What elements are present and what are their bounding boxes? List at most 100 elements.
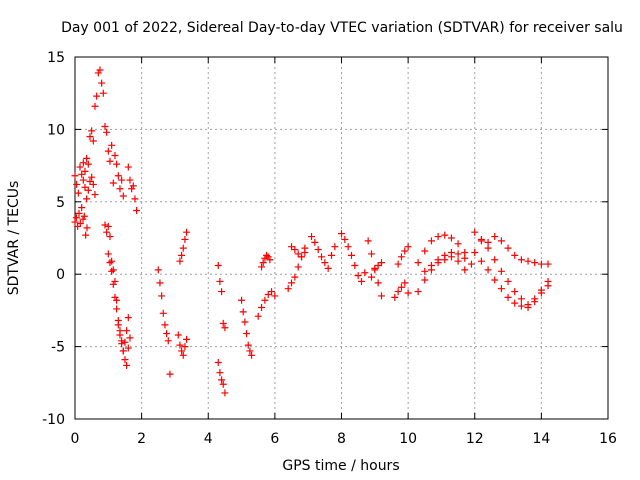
data-point [238,296,246,304]
data-point [454,240,462,248]
data-point [491,276,499,284]
x-axis-label: GPS time / hours [282,458,399,474]
data-point [497,237,505,245]
data-point [308,233,316,241]
data-point [394,260,402,268]
data-point [159,309,167,317]
data-point [441,251,449,259]
data-point [504,293,512,301]
data-point [401,279,409,287]
data-point [108,141,116,149]
data-point [244,341,252,349]
data-point [79,159,87,167]
data-point [524,301,532,309]
data-point [219,319,227,327]
data-point [74,189,82,197]
data-point [261,296,269,304]
data-point [447,248,455,256]
data-point [371,266,379,274]
data-point [328,251,336,259]
series-arc-22 [421,248,475,275]
data-point [108,267,116,275]
data-point [263,251,271,259]
data-point [268,288,276,296]
data-point [131,195,139,203]
data-point [76,163,84,171]
data-point [154,266,162,274]
data-point [484,266,492,274]
data-point [511,299,519,307]
data-point [78,204,86,212]
series-arc-21 [414,231,469,267]
data-point [364,237,372,245]
data-point [176,257,184,265]
data-point [88,173,96,181]
data-point [374,279,382,287]
data-point [216,277,224,285]
data-point [471,228,479,236]
data-point [121,338,129,346]
data-point [284,285,292,293]
data-point [123,327,131,335]
data-point [434,256,442,264]
chart-title: Day 001 of 2022, Sidereal Day-to-day VTE… [61,20,623,36]
data-point [101,221,109,229]
data-point [111,151,119,159]
data-point [109,266,117,274]
data-point [537,260,545,268]
data-point [83,224,91,232]
data-point [104,222,112,230]
data-point [116,331,124,339]
data-point [119,192,127,200]
data-point [219,380,227,388]
data-point [163,330,171,338]
data-point [76,220,84,228]
data-point [183,335,191,343]
y-tick-label: -5 [51,340,65,356]
data-point [266,256,274,264]
data-point [118,340,126,348]
data-point [254,312,262,320]
series-arc-3 [124,163,141,214]
data-point [214,262,222,270]
data-point [181,235,189,243]
data-point [391,293,399,301]
series-arc-17 [367,259,385,281]
series-arc-23 [471,228,552,268]
data-point [248,351,256,359]
data-point [537,286,545,294]
data-point [126,176,134,184]
series-arc-24 [471,248,552,312]
data-point [96,66,104,74]
series-arc-9 [238,296,256,359]
y-tick-label: 15 [47,50,65,66]
data-point [99,89,107,97]
series-arc-18 [391,279,412,301]
x-tick-label: 4 [204,431,213,447]
data-point [91,191,99,199]
x-tick-label: 6 [270,431,279,447]
data-point [394,288,402,296]
data-point [179,351,187,359]
data-point [104,147,112,155]
data-point [421,247,429,255]
data-point [461,266,469,274]
data-point [531,295,539,303]
data-point [84,186,92,194]
data-point [93,92,101,100]
data-point [75,209,83,217]
data-point [119,347,127,355]
data-point [404,243,412,251]
y-tick-label: 0 [56,267,65,283]
data-point [124,314,132,322]
data-point [178,347,186,355]
data-point [73,180,81,188]
data-point [108,257,116,265]
data-point [511,251,519,259]
data-point [176,341,184,349]
data-point [111,293,119,301]
data-point [504,244,512,252]
y-tick-label: 10 [47,122,65,138]
data-point [258,304,266,312]
series-arc-7 [214,262,229,332]
